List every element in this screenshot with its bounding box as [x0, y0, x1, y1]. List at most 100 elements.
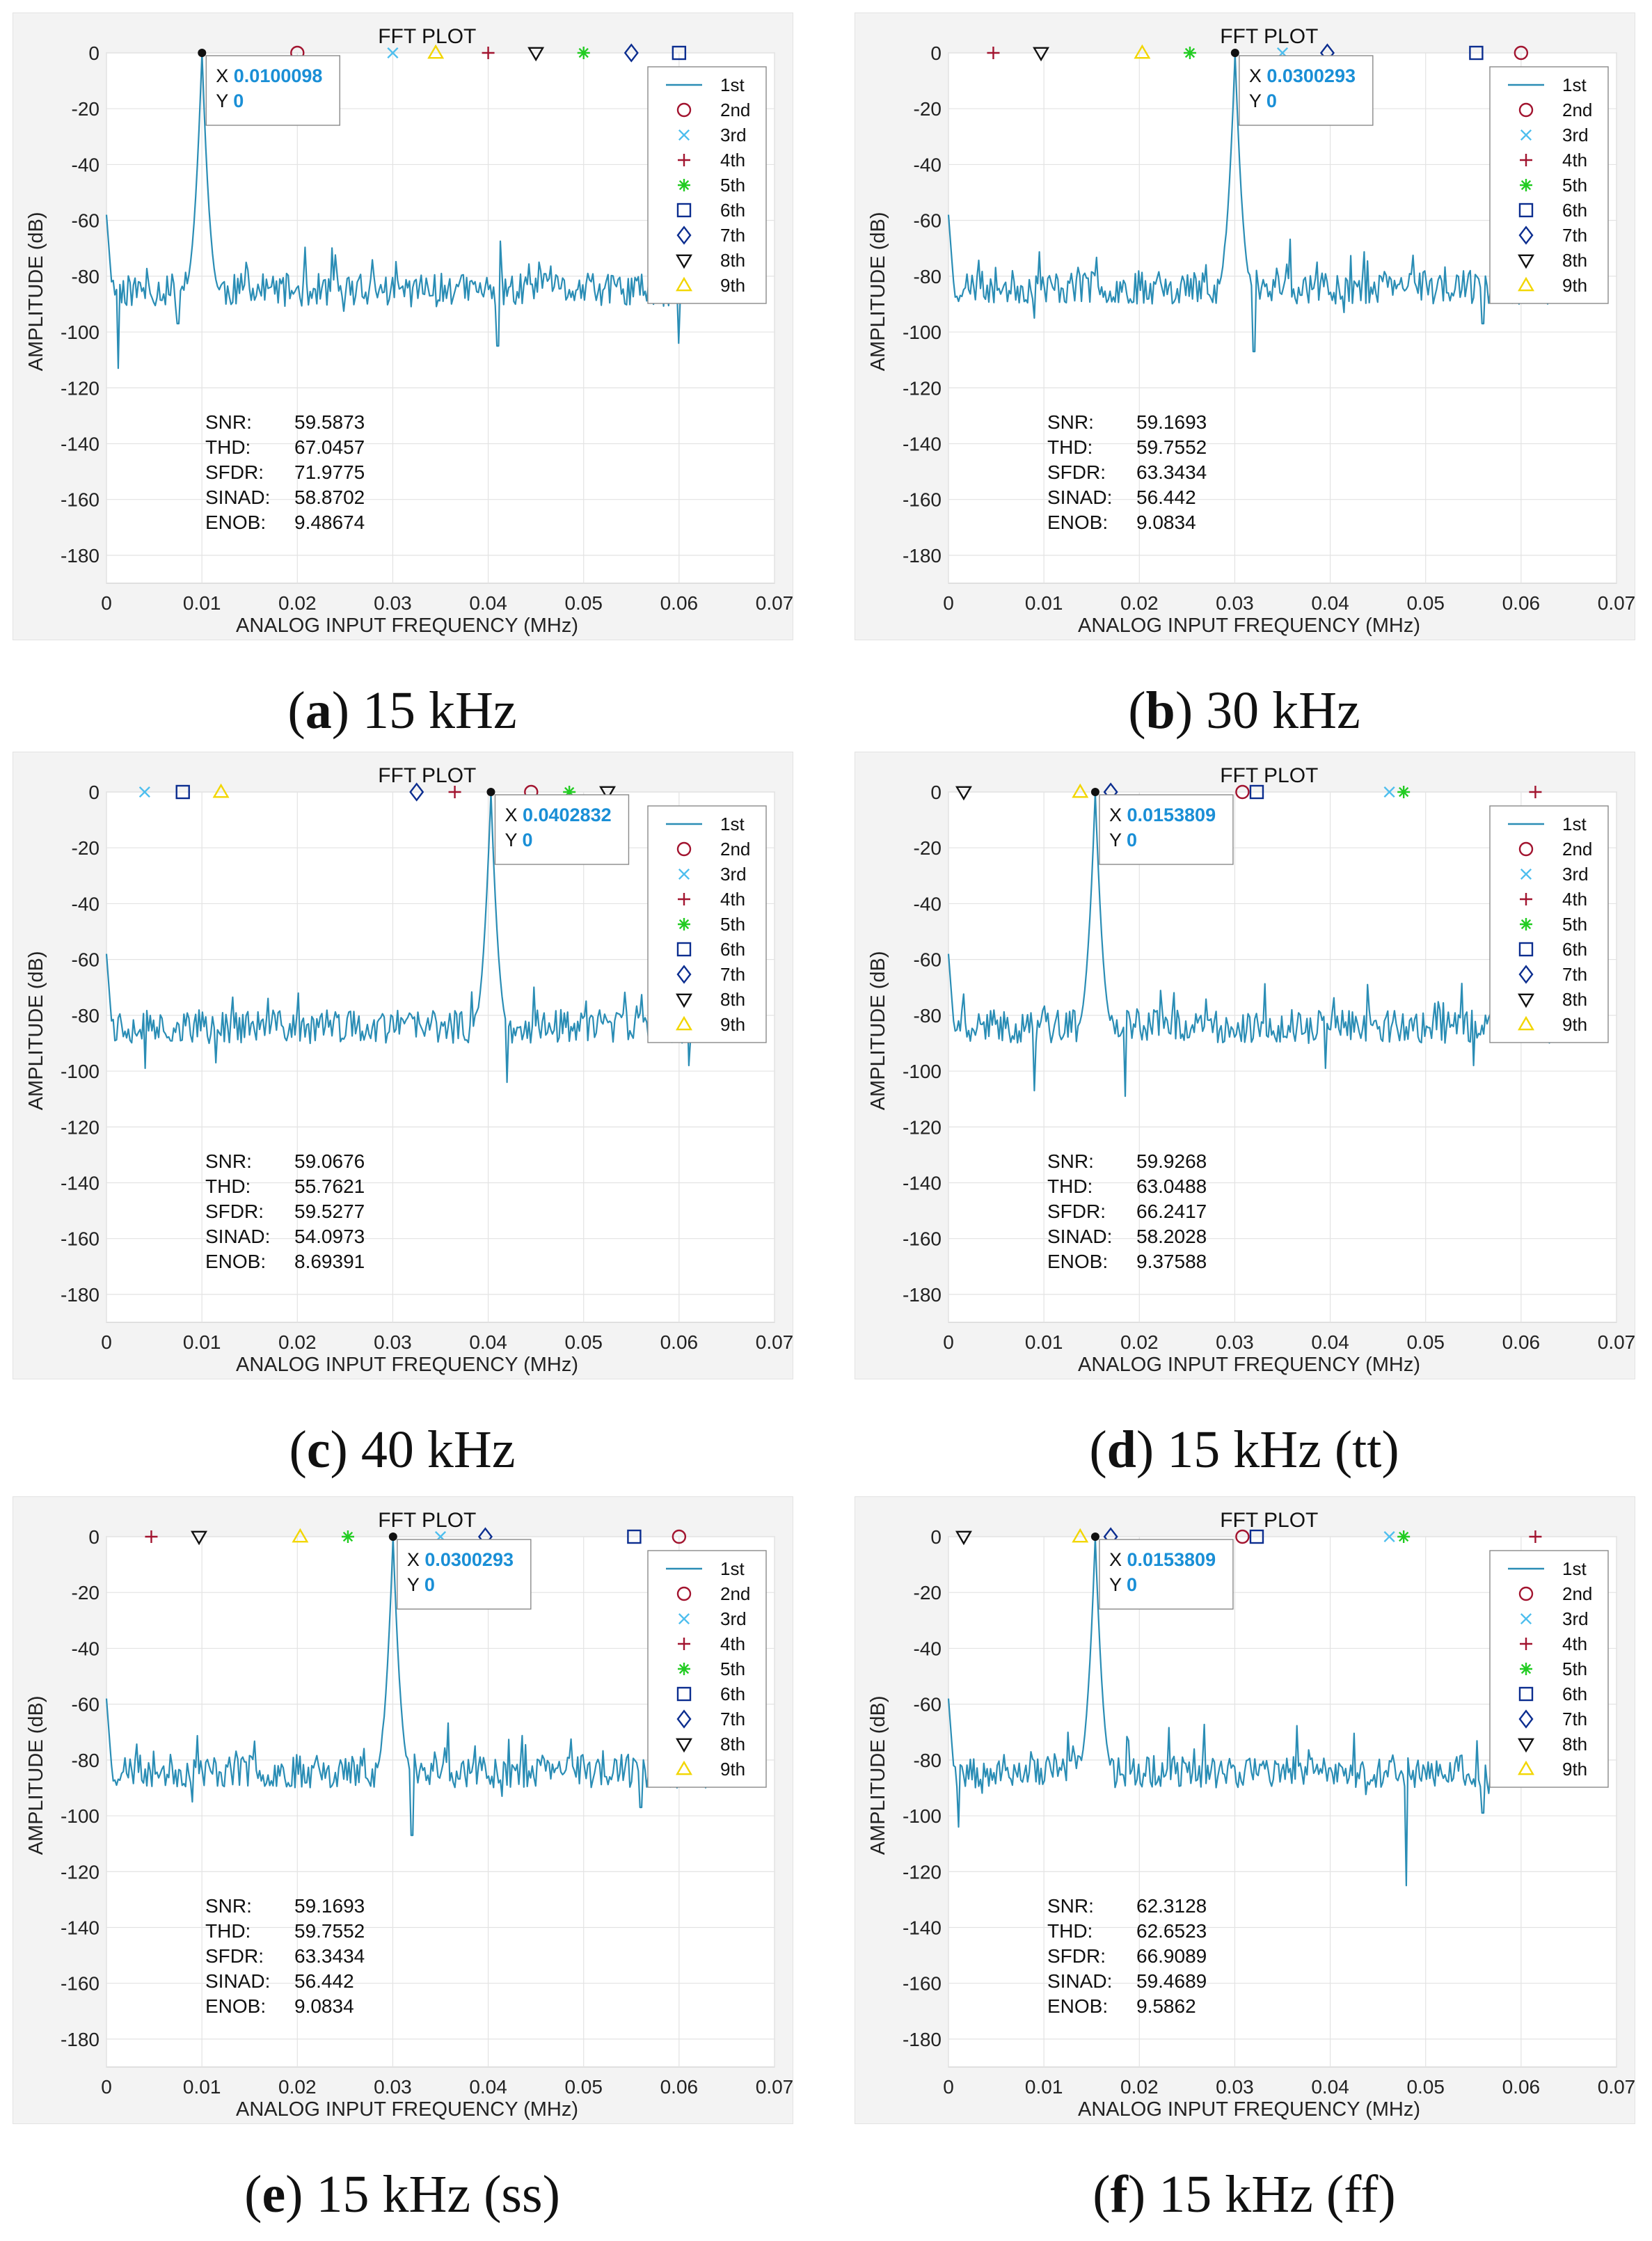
- legend-marker-9th: [676, 1760, 692, 1775]
- caption-text: 15 kHz (ff): [1159, 2165, 1396, 2224]
- legend[interactable]: 1st 2nd 3rd 4th 5th 6th 7th 8th 9th: [647, 66, 767, 304]
- legend-marker-8th: [1518, 254, 1534, 269]
- x-tick-label: 0.02: [278, 1331, 317, 1353]
- y-tick-label: -100: [61, 322, 100, 343]
- y-tick-label: -140: [903, 1172, 942, 1194]
- metrics-block: SNR: 59.0676 THD: 55.7621 SFDR: 59.5277 SINAD:…: [205, 1150, 365, 1272]
- metric-value: 59.7552: [294, 1920, 365, 1942]
- x-tick-label: 0.01: [1025, 1331, 1063, 1353]
- legend-marker-8th: [676, 254, 692, 269]
- legend-frame: [647, 66, 767, 304]
- metric-value: 59.5873: [294, 411, 365, 433]
- datatip-anchor-point[interactable]: [1090, 1533, 1099, 1541]
- caption-letter: e: [262, 2165, 286, 2224]
- metric-label: SNR:: [1047, 1150, 1094, 1172]
- y-axis-label: AMPLITUDE (dB): [867, 212, 889, 371]
- legend-label-8th: 8th: [1562, 1734, 1587, 1755]
- harmonic-marker-8th: [191, 1530, 208, 1546]
- x-tick-label: 0.02: [1120, 1331, 1159, 1353]
- legend-label-7th: 7th: [720, 1709, 745, 1729]
- metric-value: 9.5862: [1136, 1995, 1196, 2017]
- harmonic-marker-2nd: [1235, 784, 1250, 800]
- datatip-box[interactable]: X 0.0100098 Y 0: [205, 55, 340, 126]
- legend[interactable]: 1st 2nd 3rd 4th 5th 6th 7th 8th 9th: [647, 805, 767, 1043]
- datatip-box[interactable]: X 0.0153809 Y 0: [1099, 1539, 1234, 1610]
- harmonic-marker-2nd: [1235, 1529, 1250, 1544]
- legend-label-7th: 7th: [1562, 964, 1587, 985]
- y-tick-label: -60: [72, 949, 100, 971]
- panel-caption: (a) 15 kHz: [13, 681, 792, 741]
- x-tick-label: 0.05: [1406, 2076, 1445, 2098]
- datatip-y: Y 0: [407, 1574, 435, 1595]
- x-tick-label: 0: [943, 592, 954, 614]
- legend-marker-4th: [1520, 154, 1532, 166]
- harmonic-marker-9th: [1134, 44, 1151, 59]
- legend[interactable]: 1st 2nd 3rd 4th 5th 6th 7th 8th 9th: [1489, 1550, 1609, 1788]
- datatip-anchor-point[interactable]: [1090, 788, 1099, 796]
- legend[interactable]: 1st 2nd 3rd 4th 5th 6th 7th 8th 9th: [1489, 66, 1609, 304]
- caption-letter: a: [305, 681, 332, 740]
- datatip-anchor-point[interactable]: [388, 1533, 397, 1541]
- datatip-box[interactable]: X 0.0300293 Y 0: [1239, 55, 1374, 126]
- harmonic-marker-4th: [1529, 786, 1542, 798]
- legend-label-9th: 9th: [1562, 1759, 1587, 1780]
- datatip-anchor-point[interactable]: [1230, 49, 1239, 57]
- y-tick-label: -100: [61, 1061, 100, 1082]
- legend-marker-2nd: [1518, 841, 1534, 857]
- fft-panel-c: 0 0.01 0.02 0.03 0.04 0.05 0.06 0.07 0 -20 -40 -60 -…: [13, 752, 793, 1496]
- datatip-anchor-point[interactable]: [486, 788, 495, 796]
- y-tick-label: -180: [61, 2029, 100, 2050]
- datatip-box[interactable]: X 0.0300293 Y 0: [397, 1539, 532, 1610]
- metric-value: 59.9268: [1136, 1150, 1207, 1172]
- fft-chart-a: 0 0.01 0.02 0.03 0.04 0.05 0.06 0.07 0 -20 -40 -60 -…: [25, 25, 793, 637]
- legend[interactable]: 1st 2nd 3rd 4th 5th 6th 7th 8th 9th: [1489, 805, 1609, 1043]
- datatip-box[interactable]: X 0.0402832 Y 0: [494, 794, 630, 865]
- x-tick-label: 0.05: [564, 1331, 603, 1353]
- legend[interactable]: 1st 2nd 3rd 4th 5th 6th 7th 8th 9th: [647, 1550, 767, 1788]
- legend-marker-3rd: [678, 129, 690, 141]
- legend-frame: [647, 805, 767, 1043]
- chart-title: FFT PLOT: [1220, 1509, 1318, 1532]
- legend-marker-5th: [1520, 1663, 1532, 1675]
- metric-label: SFDR:: [205, 461, 264, 483]
- y-tick-label: -180: [903, 2029, 942, 2050]
- legend-marker-3rd: [1520, 1613, 1532, 1625]
- metric-label: ENOB:: [205, 1251, 266, 1272]
- legend-label-1st: 1st: [1562, 1558, 1587, 1579]
- y-tick-label: 0: [930, 42, 942, 64]
- legend-label-3rd: 3rd: [720, 864, 747, 885]
- metric-value: 62.6523: [1136, 1920, 1207, 1942]
- fft-chart-c: 0 0.01 0.02 0.03 0.04 0.05 0.06 0.07 0 -20 -40 -60 -…: [25, 764, 793, 1376]
- series-1st-line: [947, 1535, 1555, 1887]
- legend-label-4th: 4th: [1562, 1633, 1587, 1654]
- fft-panel-f: 0 0.01 0.02 0.03 0.04 0.05 0.06 0.07 0 -20 -40 -60 -…: [855, 1496, 1635, 2241]
- legend-label-8th: 8th: [1562, 989, 1587, 1010]
- y-tick-label: 0: [930, 782, 942, 803]
- metric-label: SNR:: [205, 411, 252, 433]
- legend-label-6th: 6th: [1562, 939, 1587, 960]
- datatip-frame: [1239, 55, 1374, 126]
- harmonic-marker-6th: [672, 45, 687, 61]
- datatip-anchor-point[interactable]: [198, 49, 207, 57]
- metric-label: THD:: [1047, 1920, 1093, 1942]
- caption-text: 40 kHz: [360, 1420, 516, 1479]
- metric-label: SNR:: [1047, 411, 1094, 433]
- legend-label-5th: 5th: [720, 1658, 745, 1679]
- x-tick-label: 0: [101, 592, 112, 614]
- legend-marker-6th: [676, 203, 692, 218]
- x-tick-label: 0.06: [1502, 592, 1541, 614]
- x-tick-label: 0.06: [660, 1331, 699, 1353]
- legend-marker-4th: [1520, 1638, 1532, 1650]
- y-tick-label: -160: [61, 1973, 100, 1995]
- metric-value: 66.9089: [1136, 1945, 1207, 1967]
- legend-label-8th: 8th: [720, 250, 745, 271]
- caption-paren: ): [331, 681, 363, 740]
- y-tick-label: -80: [914, 1750, 942, 1771]
- datatip-box[interactable]: X 0.0153809 Y 0: [1099, 794, 1234, 865]
- legend-label-7th: 7th: [720, 225, 745, 246]
- datatip-frame: [1099, 1539, 1234, 1610]
- metric-value: 63.3434: [294, 1945, 365, 1967]
- legend-marker-3rd: [678, 1613, 690, 1625]
- y-tick-label: -100: [61, 1805, 100, 1827]
- metric-value: 59.1693: [294, 1895, 365, 1917]
